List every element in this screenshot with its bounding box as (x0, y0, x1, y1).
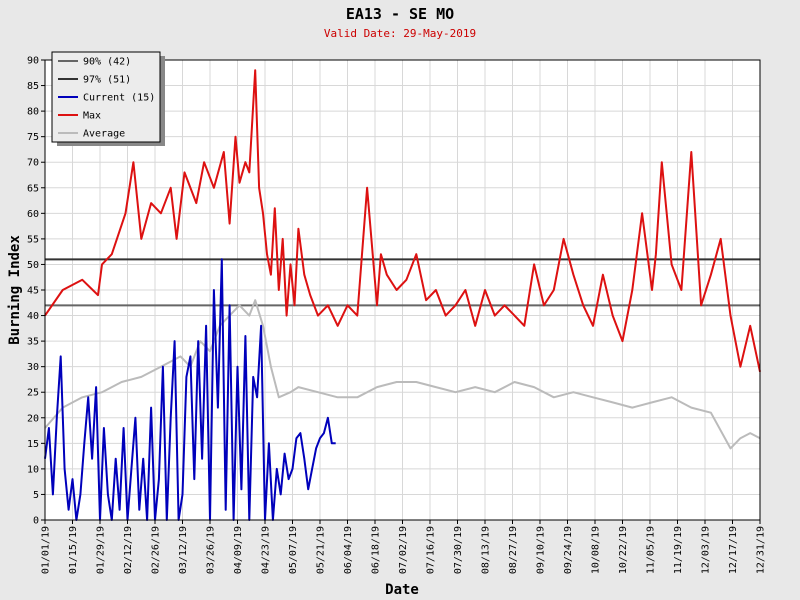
x-tick-label: 12/03/19 (701, 526, 712, 574)
x-tick-label: 01/15/19 (68, 526, 79, 574)
y-tick-label: 0 (33, 516, 39, 527)
y-axis-label: Burning Index (7, 235, 23, 345)
x-tick-label: 11/05/19 (646, 526, 657, 574)
legend: 90% (42) 97% (51) Current (15) Max Average (51, 51, 165, 146)
x-tick-label: 06/04/19 (343, 526, 354, 574)
chart-subtitle: Valid Date: 29-May-2019 (324, 27, 476, 40)
series-line-max (44, 69, 761, 373)
x-tick-label: 11/19/19 (673, 526, 684, 574)
threshold-lines (45, 258, 760, 307)
series-line-average (44, 299, 761, 450)
legend-entry: Max (83, 111, 101, 122)
chart-title: EA13 - SE MO (346, 5, 454, 23)
x-tick-label: 10/08/19 (591, 526, 602, 574)
x-tick-label: 01/29/19 (96, 526, 107, 574)
y-tick-label: 50 (27, 260, 39, 271)
y-tick-label: 30 (27, 362, 39, 373)
x-tick-label: 10/22/19 (618, 526, 629, 574)
y-tick-label: 75 (27, 132, 39, 143)
legend-entry: 90% (42) (83, 57, 131, 68)
legend-entry: 97% (51) (83, 75, 131, 86)
y-tick-label: 70 (27, 158, 39, 169)
y-tick-label: 85 (27, 81, 39, 92)
x-axis-ticks: 01/01/19 01/15/19 01/29/19 02/12/19 02/26/19… (41, 520, 767, 574)
y-tick-label: 20 (27, 413, 39, 424)
x-tick-label: 07/02/19 (398, 526, 409, 574)
x-tick-label: 09/24/19 (563, 526, 574, 574)
x-tick-label: 07/16/19 (426, 526, 437, 574)
x-tick-label: 04/09/19 (233, 526, 244, 574)
x-tick-label: 03/12/19 (178, 526, 189, 574)
x-tick-label: 05/07/19 (288, 526, 299, 574)
x-tick-label: 05/21/19 (316, 526, 327, 574)
y-tick-label: 15 (27, 439, 39, 450)
y-tick-label: 10 (27, 464, 39, 475)
y-tick-label: 60 (27, 209, 39, 220)
x-tick-label: 03/26/19 (206, 526, 217, 574)
y-tick-label: 5 (33, 490, 39, 501)
x-tick-label: 07/30/19 (453, 526, 464, 574)
y-tick-label: 90 (27, 56, 39, 67)
x-tick-label: 12/17/19 (728, 526, 739, 574)
y-tick-label: 40 (27, 311, 39, 322)
y-tick-label: 80 (27, 107, 39, 118)
series-lines (44, 69, 761, 521)
y-tick-label: 55 (27, 234, 39, 245)
x-tick-label: 08/13/19 (481, 526, 492, 574)
x-tick-label: 02/26/19 (151, 526, 162, 574)
y-tick-label: 65 (27, 183, 39, 194)
x-tick-label: 06/18/19 (371, 526, 382, 574)
x-tick-label: 02/12/19 (123, 526, 134, 574)
x-tick-label: 04/23/19 (261, 526, 272, 574)
y-tick-label: 45 (27, 286, 39, 297)
legend-entry: Average (83, 129, 125, 140)
y-tick-label: 25 (27, 388, 39, 399)
x-tick-label: 08/27/19 (508, 526, 519, 574)
legend-entry: Current (15) (83, 93, 155, 104)
x-axis-label: Date (385, 582, 419, 598)
x-tick-label: 09/10/19 (536, 526, 547, 574)
x-tick-label: 01/01/19 (41, 526, 52, 574)
y-tick-label: 35 (27, 337, 39, 348)
series-line-current (44, 258, 336, 521)
x-tick-label: 12/31/19 (756, 526, 767, 574)
y-axis-ticks: 0 5 10 15 20 25 30 35 40 45 50 55 60 65 70 75 80 85 90 (27, 56, 45, 527)
